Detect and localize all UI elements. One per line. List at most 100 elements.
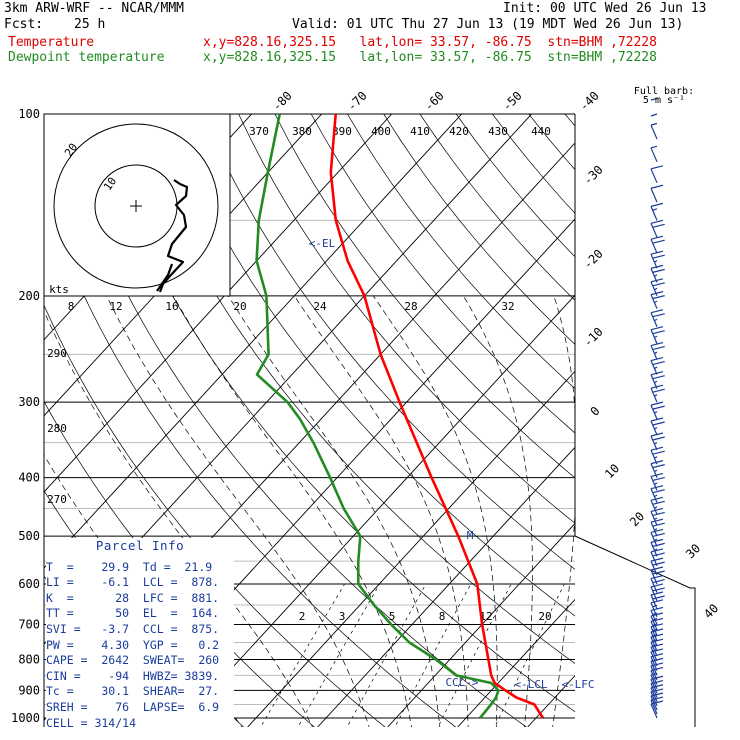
- hodograph-ring-20: [53, 123, 219, 289]
- barb-half: [654, 469, 658, 473]
- barb-half: [654, 528, 658, 531]
- wind-barb: [650, 145, 658, 163]
- wind-barb: [650, 460, 665, 478]
- wind-barb: [650, 518, 665, 537]
- isotherm-line: [527, 674, 575, 727]
- barb-staff: [650, 147, 658, 163]
- barb-flag: [650, 202, 664, 207]
- dry-adiabat: [492, 114, 575, 214]
- barb-half: [650, 145, 658, 149]
- moist-adiabat: [552, 295, 575, 727]
- dry-adiabat-label: 290: [47, 347, 67, 360]
- barb-staff: [650, 511, 658, 526]
- isotherm-line: [0, 114, 42, 727]
- barb-staff: [650, 521, 658, 537]
- parcel-row: PW = 4.30 YGP = 0.2: [46, 637, 220, 652]
- wind-barb: [650, 97, 658, 117]
- barb-flag: [652, 579, 665, 584]
- isotherm-top-label: -50: [500, 89, 525, 114]
- parcel-row: SVI = -3.7 CCL = 875.: [46, 621, 220, 636]
- parcel-row: T = 29.9 Td = 21.9: [46, 559, 213, 574]
- dry-adiabat: [455, 114, 575, 258]
- theta-label: 380: [292, 125, 312, 138]
- parcel-row: CAPE = 2642 SWEAT= 260: [46, 653, 220, 668]
- barb-flag: [652, 542, 665, 547]
- barb-flag: [652, 282, 665, 287]
- theta-label: 430: [488, 125, 508, 138]
- hodograph-trace-low: [156, 263, 174, 292]
- barb-staff: [650, 551, 658, 567]
- isotherm-line: [387, 522, 575, 727]
- barb-half: [650, 97, 658, 101]
- barb-staff: [650, 435, 658, 451]
- barb-flag: [652, 450, 665, 455]
- barb-half: [654, 517, 658, 520]
- barb-staff: [650, 641, 658, 657]
- temperature-location: x,y=828.16,325.15 lat,lon= 33.57, -86.75…: [203, 35, 657, 50]
- barb-half: [654, 506, 658, 509]
- dry-adiabat-label: 280: [47, 422, 67, 435]
- barb-staff: [650, 699, 658, 715]
- mixing-ratio-upper-label: 28: [404, 300, 417, 313]
- barb-flag: [650, 496, 664, 501]
- dry-adiabat-label: 270: [47, 493, 67, 506]
- barb-flag: [652, 388, 665, 393]
- barb-flag: [652, 254, 665, 259]
- theta-label: 440: [531, 125, 551, 138]
- barb-staff: [650, 646, 658, 662]
- barb-staff: [650, 665, 658, 681]
- barb-staff: [650, 683, 658, 698]
- mixing-ratio-line: [394, 583, 472, 727]
- wind-barb: [650, 538, 665, 557]
- pressure-tick-label: 900: [18, 683, 40, 697]
- isotherm-right-label: 10: [602, 461, 622, 481]
- barb-staff: [650, 679, 658, 694]
- barb-flag: [652, 405, 665, 410]
- freezing-level-marker: M: [467, 529, 474, 542]
- hodograph-units: kts: [49, 283, 69, 296]
- wind-barb: [650, 485, 665, 503]
- barb-staff: [650, 238, 658, 254]
- pressure-tick-label: 1000: [11, 711, 40, 725]
- barb-staff: [650, 610, 658, 625]
- barb-flag: [652, 552, 665, 557]
- barb-staff: [650, 113, 658, 117]
- wind-barb: [650, 401, 665, 420]
- barb-staff: [650, 621, 658, 636]
- barb-staff: [650, 223, 658, 238]
- model-title: 3km ARW-WRF -- NCAR/MMM: [4, 1, 185, 16]
- wind-barb: [650, 599, 664, 618]
- barb-staff: [650, 651, 658, 667]
- pressure-tick-label: 800: [18, 652, 40, 666]
- isotherm-right-label: 30: [683, 541, 703, 561]
- hodograph-trace: [158, 179, 189, 293]
- dry-adiabat: [165, 114, 575, 617]
- dewpoint-legend: Dewpoint temperature: [8, 50, 165, 65]
- barb-flag: [650, 235, 664, 240]
- wind-barb: [650, 557, 665, 576]
- barb-flag: [650, 599, 664, 604]
- isotherm-line: [44, 114, 393, 493]
- barb-flag: [652, 500, 665, 505]
- wind-barb: [650, 472, 665, 491]
- pressure-tick-label: 700: [18, 617, 40, 631]
- moist-adiabat: [372, 295, 498, 727]
- pressure-tick-label: 200: [18, 289, 40, 303]
- dry-adiabat: [238, 114, 575, 524]
- barb-flag: [650, 341, 664, 347]
- mixing-ratio-upper-label: 8: [68, 300, 75, 313]
- parcel-title: Parcel Info: [95, 538, 185, 553]
- fcst-value: 25 h: [74, 17, 106, 32]
- barb-half: [654, 394, 658, 397]
- barb-staff: [650, 670, 658, 685]
- header: 3km ARW-WRF -- NCAR/MMM Init: 00 UTC Wed…: [0, 0, 740, 70]
- barb-half: [654, 351, 658, 355]
- wind-barb: [650, 122, 658, 140]
- wind-barb: [650, 291, 665, 309]
- dry-adiabat: [528, 114, 575, 171]
- barb-staff: [650, 387, 658, 403]
- barb-scale-label: Full barb:: [634, 86, 694, 97]
- barb-flag: [650, 591, 664, 596]
- barb-flag: [650, 528, 664, 534]
- barb-flag: [652, 464, 665, 469]
